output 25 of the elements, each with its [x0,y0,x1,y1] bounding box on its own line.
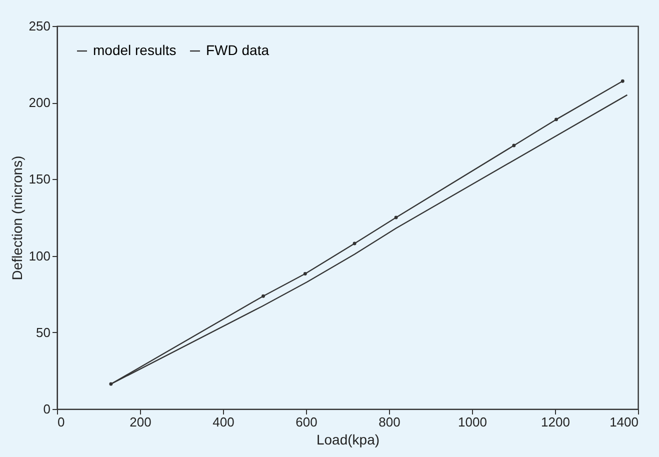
x-tick-label: 1400 [610,414,638,430]
point [394,216,398,220]
y-tick-label: 150 [28,172,50,187]
y-tick-label: 100 [28,248,50,264]
point [352,242,356,246]
x-tick-label: 1000 [458,414,487,430]
x-tick-label: 800 [378,414,400,430]
point [303,272,307,276]
point [554,118,558,122]
y-tick-label: 0 [43,402,50,416]
x-tick-label: 200 [130,414,152,430]
legend-label: FWD data [206,42,270,58]
y-tick-label: 200 [28,95,50,110]
point [512,144,516,148]
y-tick-label: 250 [28,18,50,34]
x-tick-label: 1200 [541,414,570,430]
x-tick-label: 0 [58,414,65,430]
point [620,79,624,83]
y-tick-label: 50 [36,324,50,340]
x-tick-label: 400 [212,414,234,430]
legend-label: model results [93,42,176,58]
x-tick-label: 600 [296,414,318,430]
point [262,294,265,298]
y-axis-title: Deflection (microns) [8,156,25,280]
x-axis-title: Load(kpa) [316,432,380,448]
